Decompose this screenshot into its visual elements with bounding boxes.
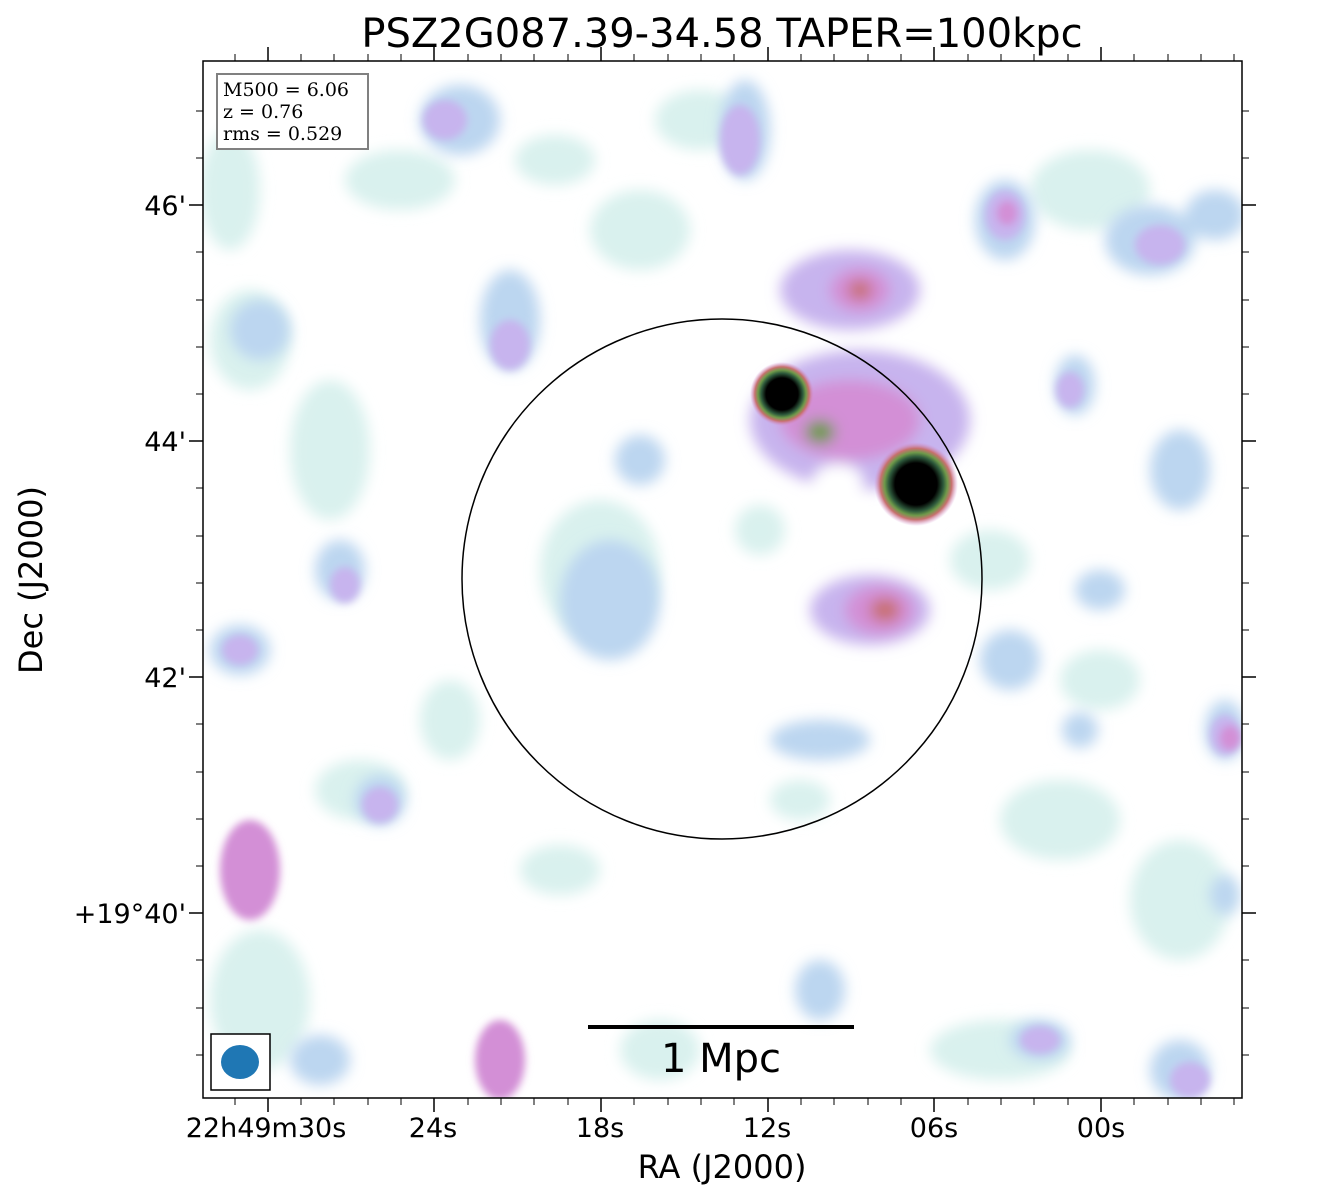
ra-tick-label: 24s [409, 1113, 457, 1144]
ra-tick-label: 18s [576, 1113, 624, 1144]
plot-area [203, 61, 1242, 1098]
plot-title: PSZ2G087.39-34.58 TAPER=100kpc [361, 11, 1082, 57]
ra-tick-label: 06s [910, 1113, 958, 1144]
ra-tick-label: 22h49m30s [186, 1113, 347, 1144]
dec-tick-label: 44' [144, 427, 186, 458]
info-redshift: z = 0.76 [223, 101, 303, 123]
axis-ticks [189, 47, 1256, 1112]
scale-bar-label: 1 Mpc [661, 1036, 781, 1082]
dec-tick-label: 46' [144, 191, 186, 222]
info-box [216, 73, 369, 150]
beam-ellipse [221, 1045, 259, 1079]
plot-frame [202, 60, 1243, 1099]
dec-tick-label: +19°40' [74, 899, 186, 930]
axis-minor-ticks [196, 54, 1249, 1105]
x-axis-label: RA (J2000) [638, 1148, 807, 1186]
radio-emission-map [203, 80, 1242, 1098]
info-rms: rms = 0.529 [223, 123, 342, 145]
r500-circle [461, 318, 983, 840]
ra-tick-label: 12s [743, 1113, 791, 1144]
y-axis-label: Dec (J2000) [12, 486, 50, 674]
info-m500: M500 = 6.06 [223, 79, 349, 101]
dec-tick-label: 42' [144, 663, 186, 694]
ra-tick-label: 00s [1077, 1113, 1125, 1144]
